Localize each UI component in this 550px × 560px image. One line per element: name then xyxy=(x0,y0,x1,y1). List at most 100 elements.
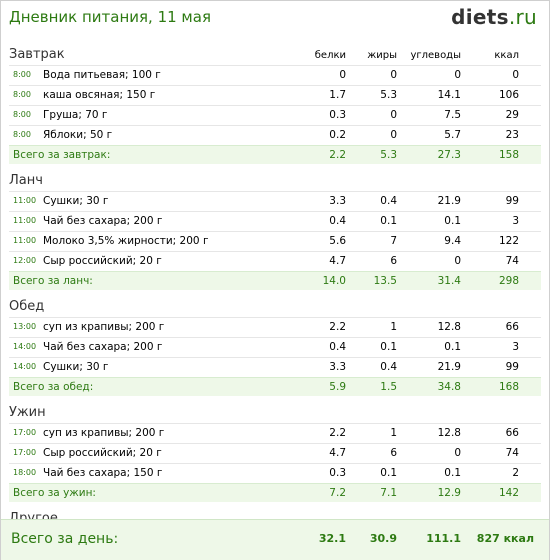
food-row[interactable]: 17:00 Сыр российский; 20 г 4.7 6 0 74 xyxy=(9,443,541,463)
food-fat: 6 xyxy=(390,255,397,267)
meal-total-protein: 5.9 xyxy=(329,381,346,393)
food-row[interactable]: 11:00 Сушки; 30 г 3.3 0.4 21.9 99 xyxy=(9,191,541,211)
food-time: 17:00 xyxy=(13,448,37,457)
food-name[interactable]: Чай без сахара; 200 г xyxy=(43,341,163,353)
meal-title: Завтрак xyxy=(9,47,65,62)
food-protein: 4.7 xyxy=(329,255,346,267)
food-protein: 0.4 xyxy=(329,341,346,353)
food-time: 12:00 xyxy=(13,256,37,265)
food-name[interactable]: суп из крапивы; 200 г xyxy=(43,321,165,333)
day-total-fat: 30.9 xyxy=(369,532,397,545)
meal-total-row: Всего за ланч: 14.0 13.5 31.4 298 xyxy=(9,271,541,290)
food-carbs: 14.1 xyxy=(437,89,461,101)
food-carbs: 0.1 xyxy=(444,467,461,479)
food-row[interactable]: 8:00 каша овсяная; 150 г 1.7 5.3 14.1 106 xyxy=(9,85,541,105)
page-title: Дневник питания, 11 мая xyxy=(9,8,211,26)
food-row[interactable]: 11:00 Молоко 3,5% жирности; 200 г 5.6 7 9.4 1… xyxy=(9,231,541,251)
food-fat: 0.4 xyxy=(380,195,397,207)
meal-total-carbs: 27.3 xyxy=(437,149,461,161)
food-carbs: 0 xyxy=(454,69,461,81)
food-time: 8:00 xyxy=(13,70,31,79)
food-fat: 1 xyxy=(390,427,397,439)
food-kcal: 29 xyxy=(505,109,519,121)
food-name[interactable]: Яблоки; 50 г xyxy=(43,129,113,141)
food-row[interactable]: 14:00 Сушки; 30 г 3.3 0.4 21.9 99 xyxy=(9,357,541,377)
food-row[interactable]: 8:00 Вода питьевая; 100 г 0 0 0 0 xyxy=(9,65,541,85)
food-protein: 0 xyxy=(339,69,346,81)
meal-total-label: Всего за обед: xyxy=(13,381,94,393)
food-kcal: 106 xyxy=(498,89,519,101)
food-protein: 3.3 xyxy=(329,361,346,373)
day-total-bar: Всего за день: 32.1 30.9 111.1 827 ккал xyxy=(1,519,549,560)
food-protein: 3.3 xyxy=(329,195,346,207)
food-fat: 6 xyxy=(390,447,397,459)
food-protein: 0.4 xyxy=(329,215,346,227)
food-protein: 1.7 xyxy=(329,89,346,101)
section-gap xyxy=(9,396,541,403)
food-name[interactable]: Молоко 3,5% жирности; 200 г xyxy=(43,235,209,247)
food-carbs: 9.4 xyxy=(444,235,461,247)
food-protein: 2.2 xyxy=(329,427,346,439)
meal-total-kcal: 158 xyxy=(498,149,519,161)
meal-total-carbs: 31.4 xyxy=(437,275,461,287)
food-protein: 0.2 xyxy=(329,129,346,141)
meal-total-label: Всего за ланч: xyxy=(13,275,93,287)
diary-content: Завтрак белки жиры углеводы ккал 8:00 Вода пит… xyxy=(9,45,541,549)
food-name[interactable]: Сыр российский; 20 г xyxy=(43,447,162,459)
meal-total-protein: 7.2 xyxy=(329,487,346,499)
food-carbs: 7.5 xyxy=(444,109,461,121)
food-carbs: 0 xyxy=(454,447,461,459)
food-time: 13:00 xyxy=(13,322,37,331)
food-time: 11:00 xyxy=(13,216,37,225)
meal-section: Обед 13:00 суп из крапивы; 200 г 2.2 1 12.8 66… xyxy=(9,297,541,396)
meal-total-protein: 14.0 xyxy=(322,275,346,287)
food-row[interactable]: 14:00 Чай без сахара; 200 г 0.4 0.1 0.1 3 xyxy=(9,337,541,357)
food-row[interactable]: 11:00 Чай без сахара; 200 г 0.4 0.1 0.1 3 xyxy=(9,211,541,231)
food-row[interactable]: 13:00 суп из крапивы; 200 г 2.2 1 12.8 66 xyxy=(9,317,541,337)
food-row[interactable]: 8:00 Яблоки; 50 г 0.2 0 5.7 23 xyxy=(9,125,541,145)
food-name[interactable]: каша овсяная; 150 г xyxy=(43,89,156,101)
food-name[interactable]: Сушки; 30 г xyxy=(43,361,109,373)
food-protein: 0.3 xyxy=(329,467,346,479)
food-protein: 2.2 xyxy=(329,321,346,333)
meal-total-fat: 5.3 xyxy=(380,149,397,161)
meal-total-label: Всего за ужин: xyxy=(13,487,96,499)
food-name[interactable]: Чай без сахара; 150 г xyxy=(43,467,163,479)
header: Дневник питания, 11 мая diets.ru xyxy=(1,1,549,35)
column-header-kcal: ккал xyxy=(494,50,519,61)
meal-total-fat: 1.5 xyxy=(380,381,397,393)
logo-main: diets xyxy=(451,5,509,29)
meal-total-kcal: 298 xyxy=(498,275,519,287)
food-row[interactable]: 18:00 Чай без сахара; 150 г 0.3 0.1 0.1 2 xyxy=(9,463,541,483)
food-name[interactable]: Сыр российский; 20 г xyxy=(43,255,162,267)
food-protein: 5.6 xyxy=(329,235,346,247)
meal-title: Ланч xyxy=(9,173,43,188)
food-row[interactable]: 17:00 суп из крапивы; 200 г 2.2 1 12.8 66 xyxy=(9,423,541,443)
food-name[interactable]: суп из крапивы; 200 г xyxy=(43,427,165,439)
food-protein: 4.7 xyxy=(329,447,346,459)
food-kcal: 3 xyxy=(512,341,519,353)
food-name[interactable]: Груша; 70 г xyxy=(43,109,108,121)
food-name[interactable]: Вода питьевая; 100 г xyxy=(43,69,161,81)
food-row[interactable]: 12:00 Сыр российский; 20 г 4.7 6 0 74 xyxy=(9,251,541,271)
food-carbs: 0.1 xyxy=(444,341,461,353)
site-logo[interactable]: diets.ru xyxy=(451,5,537,29)
food-carbs: 21.9 xyxy=(437,195,461,207)
food-row[interactable]: 8:00 Груша; 70 г 0.3 0 7.5 29 xyxy=(9,105,541,125)
food-carbs: 0.1 xyxy=(444,215,461,227)
food-kcal: 66 xyxy=(505,321,519,333)
food-carbs: 5.7 xyxy=(444,129,461,141)
meal-title: Ужин xyxy=(9,405,46,420)
food-time: 8:00 xyxy=(13,90,31,99)
food-kcal: 3 xyxy=(512,215,519,227)
food-name[interactable]: Чай без сахара; 200 г xyxy=(43,215,163,227)
column-header-carbs: углеводы xyxy=(410,50,461,61)
section-gap xyxy=(9,164,541,171)
food-name[interactable]: Сушки; 30 г xyxy=(43,195,109,207)
food-time: 17:00 xyxy=(13,428,37,437)
section-gap xyxy=(9,290,541,297)
column-header-fat: жиры xyxy=(367,50,397,61)
food-time: 8:00 xyxy=(13,130,31,139)
food-kcal: 23 xyxy=(505,129,519,141)
food-kcal: 122 xyxy=(498,235,519,247)
